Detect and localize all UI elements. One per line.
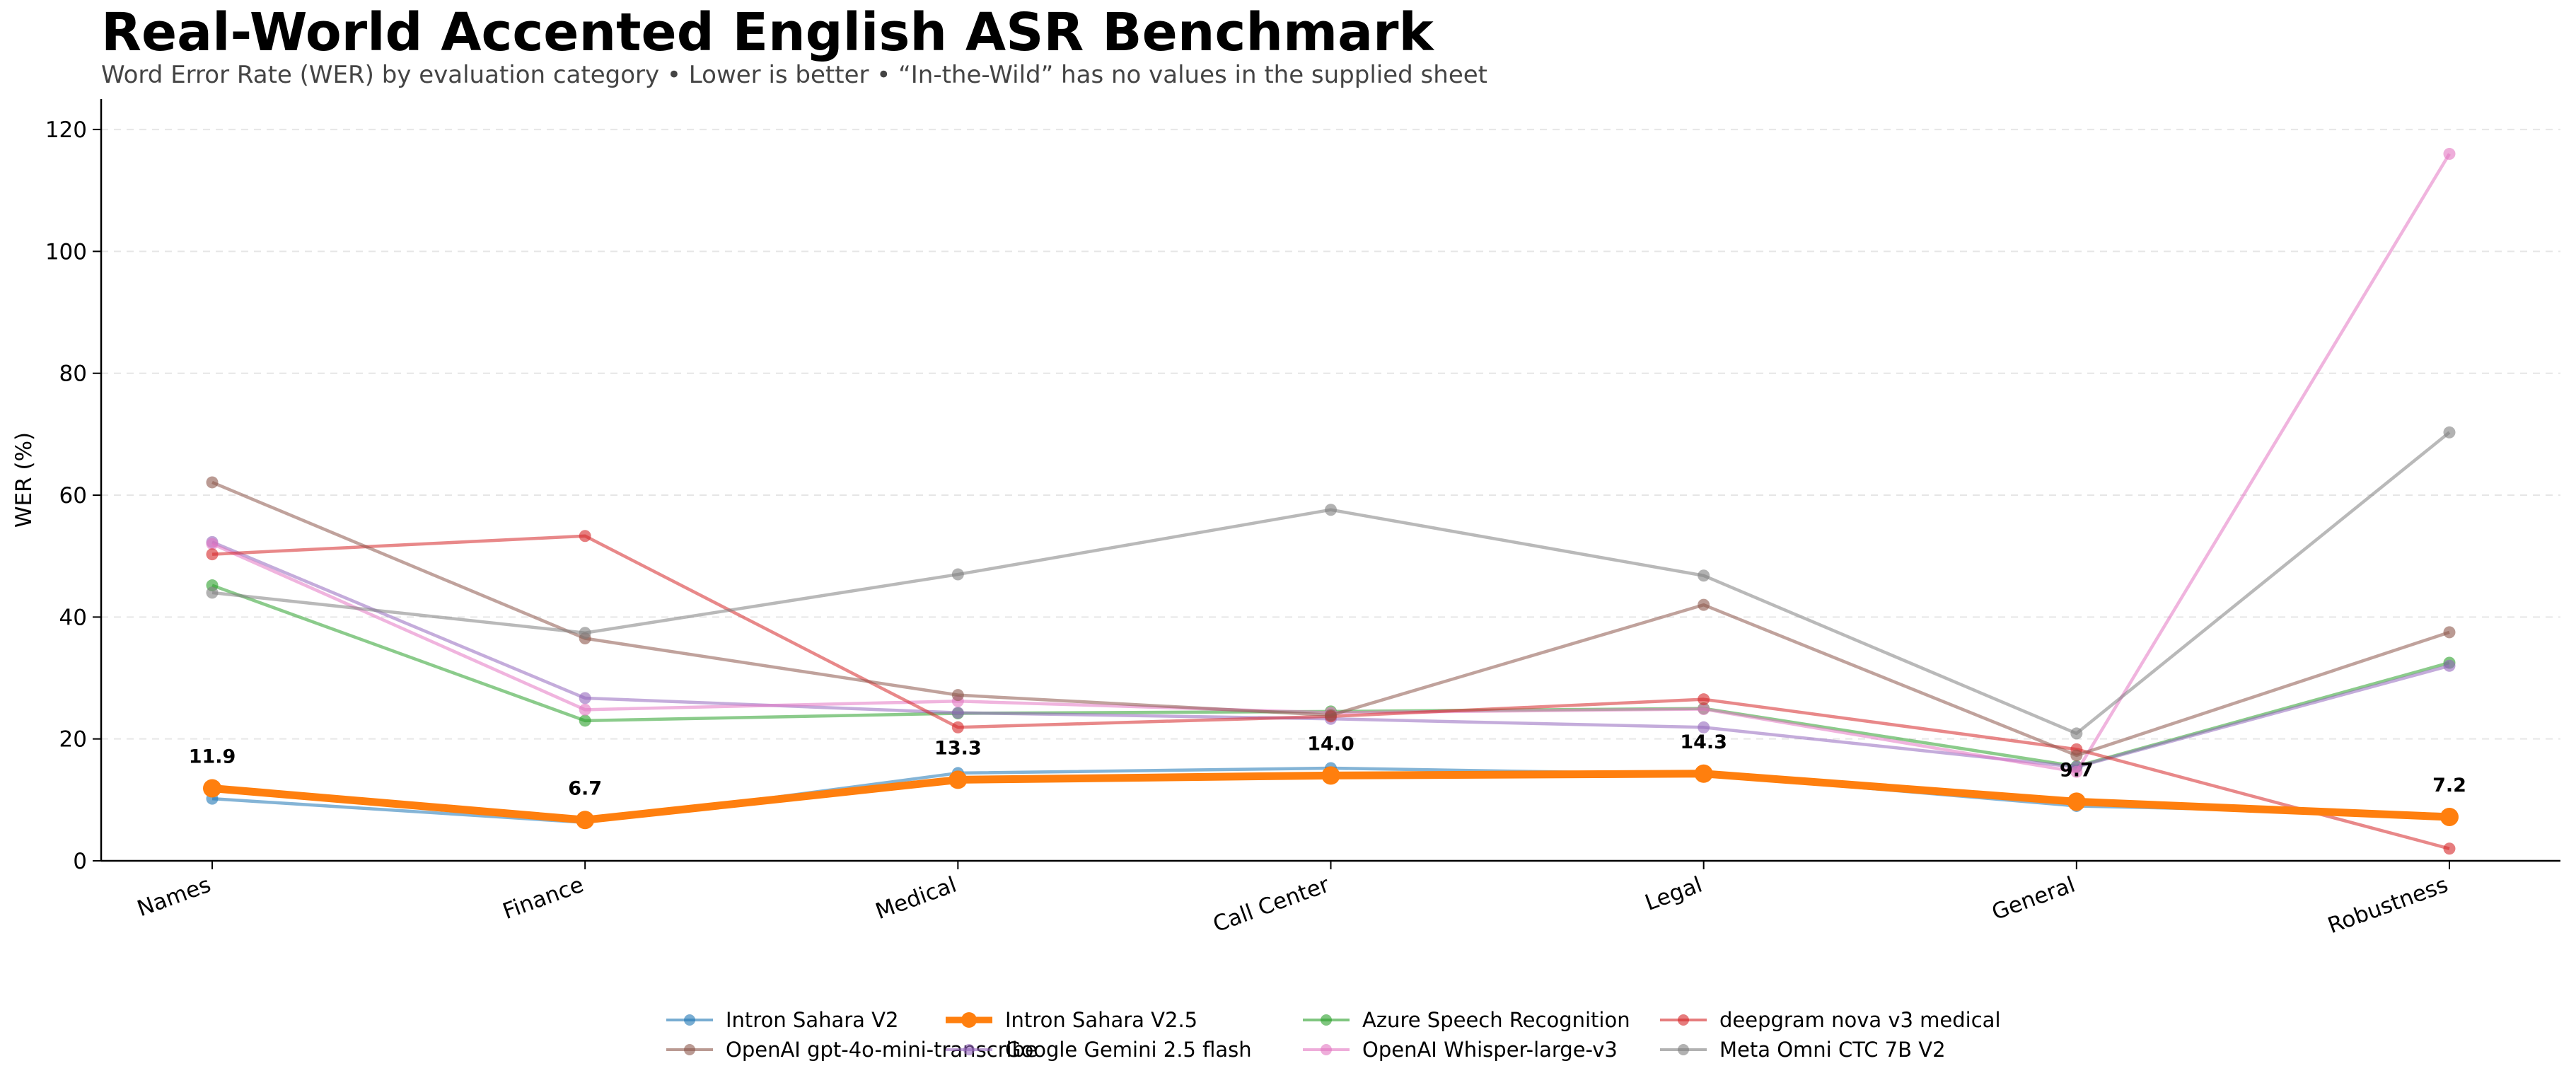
legend-swatch (1303, 1014, 1350, 1026)
data-point (2440, 807, 2459, 826)
legend-label: deepgram nova v3 medical (1719, 1008, 2001, 1032)
x-tick-label: Robustness (2324, 872, 2451, 939)
data-point (1325, 709, 1337, 721)
legend-item: Intron Sahara V2.5 (944, 1008, 1301, 1032)
data-point (2443, 426, 2456, 439)
data-label: 13.3 (934, 737, 982, 759)
data-label: 14.0 (1307, 733, 1354, 755)
data-point (948, 770, 968, 789)
data-point (206, 538, 219, 550)
data-point (579, 703, 591, 716)
data-label: 9.7 (2060, 759, 2094, 781)
data-point (2070, 765, 2083, 778)
chart-subtitle: Word Error Rate (WER) by evaluation cate… (101, 61, 1487, 89)
series-line (211, 431, 2451, 736)
data-label: 6.7 (568, 777, 602, 799)
data-point (2443, 659, 2456, 672)
legend-label: OpenAI Whisper-large-v3 (1362, 1038, 1618, 1062)
data-point (2443, 842, 2456, 855)
x-tick-label: Call Center (1209, 872, 1333, 938)
legend-swatch (1660, 1044, 1707, 1055)
data-point (579, 692, 591, 705)
x-tick-label: Finance (499, 872, 587, 924)
data-point (1698, 569, 1710, 582)
series-lines (203, 148, 2459, 855)
legend-item: Azure Speech Recognition (1301, 1008, 1659, 1032)
legend-swatch (946, 1044, 992, 1055)
data-point (206, 586, 219, 599)
data-point (1698, 702, 1710, 715)
x-tick-label: Legal (1642, 872, 1705, 916)
legend: Intron Sahara V2 Intron Sahara V2.5 Azure … (665, 1008, 2001, 1062)
legend-item: Google Gemini 2.5 flash (944, 1038, 1301, 1062)
data-point (2070, 727, 2083, 740)
y-tick-label: 20 (59, 727, 87, 753)
data-point (2443, 148, 2456, 161)
data-point (206, 476, 219, 489)
data-point (2067, 792, 2086, 811)
y-tick-label: 60 (59, 483, 87, 509)
legend-item: OpenAI Whisper-large-v3 (1301, 1038, 1659, 1062)
data-point (203, 779, 221, 798)
data-point (576, 811, 595, 830)
data-point (579, 530, 591, 543)
data-point (951, 707, 964, 719)
legend-swatch (666, 1014, 713, 1026)
legend-swatch (1660, 1014, 1707, 1026)
data-point (1694, 764, 1713, 783)
line-chart: 0 20 40 60 80 100 120 WER (%) Names Finance Medica… (11, 99, 2560, 939)
data-point (1321, 766, 1340, 785)
y-tick-label: 40 (59, 605, 87, 630)
data-point (1698, 598, 1710, 611)
data-point (206, 548, 219, 561)
y-tick-label: 100 (45, 239, 87, 265)
legend-label: Meta Omni CTC 7B V2 (1719, 1038, 1946, 1062)
x-tick-label: Names (134, 872, 214, 922)
legend-item: OpenAI gpt-4o-mini-transcribe (665, 1038, 1038, 1062)
legend-item: Meta Omni CTC 7B V2 (1659, 1038, 1984, 1062)
y-axis-label: WER (%) (11, 432, 37, 528)
legend-item: deepgram nova v3 medical (1659, 1008, 2001, 1032)
series-openai-gpt-4o-mini-transcribe (206, 476, 2456, 762)
data-point (1698, 721, 1710, 734)
legend-swatch (666, 1044, 713, 1055)
data-point (2070, 749, 2083, 762)
chart-title: Real-World Accented English ASR Benchmar… (101, 2, 1434, 63)
legend-swatch (1303, 1044, 1350, 1055)
legend-label: Intron Sahara V2.5 (1005, 1008, 1198, 1032)
data-labels: 11.9 6.7 13.3 14.0 14.3 9.7 7.2 (189, 731, 2466, 799)
data-point (951, 568, 964, 581)
data-point (2443, 626, 2456, 639)
data-label: 11.9 (189, 746, 236, 767)
data-point (951, 721, 964, 734)
y-tick-label: 120 (45, 117, 87, 143)
data-point (951, 689, 964, 702)
data-point (1698, 693, 1710, 706)
data-label: 14.3 (1680, 731, 1727, 753)
grid-lines (101, 129, 2560, 740)
series-line (211, 153, 2451, 774)
legend-swatch (946, 1012, 992, 1028)
data-point (579, 627, 591, 639)
data-label: 7.2 (2432, 775, 2466, 796)
data-point (579, 714, 591, 727)
series-intron-sahara-v2-5 (203, 764, 2459, 830)
legend-label: Azure Speech Recognition (1362, 1008, 1630, 1032)
data-point (1325, 504, 1337, 516)
legend-label: Intron Sahara V2 (726, 1008, 899, 1032)
x-tick-label: Medical (872, 872, 960, 924)
legend-label: Google Gemini 2.5 flash (1005, 1038, 1252, 1062)
series-meta-omni-ctc-7b-v2 (206, 426, 2456, 740)
y-tick-label: 80 (59, 361, 87, 387)
legend-item: Intron Sahara V2 (665, 1008, 944, 1032)
y-tick-label: 0 (73, 849, 87, 874)
series-openai-whisper-large-v3 (206, 148, 2456, 778)
x-tick-label: General (1988, 872, 2078, 926)
